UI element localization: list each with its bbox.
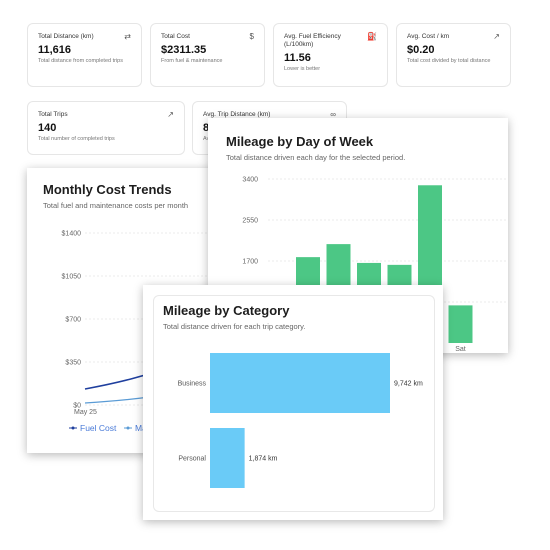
legend-item-maintenance[interactable]: Ma: [135, 423, 147, 433]
stat-card-total-distance: Total Distance (km) 11,616 Total distanc…: [27, 23, 142, 87]
swap-arrows-icon: ⇄: [124, 32, 131, 41]
y-tick-label: $0: [73, 403, 81, 410]
stat-subtext: From fuel & maintenance: [161, 58, 223, 64]
stat-value: 8: [203, 122, 210, 134]
stat-value: 140: [38, 122, 57, 134]
category-label: Business: [178, 381, 207, 388]
stat-value: 11,616: [38, 44, 72, 56]
stat-subtext: Av: [203, 136, 210, 142]
stat-subtext: Total number of completed trips: [38, 136, 115, 142]
stat-value: $0.20: [407, 44, 435, 56]
day-bar[interactable]: [448, 305, 473, 343]
panel-subtitle: Total distance driven each day for the s…: [226, 153, 406, 162]
stat-card-total-cost: Total Cost $2311.35 From fuel & maintena…: [150, 23, 265, 87]
category-label: Personal: [178, 456, 206, 463]
trending-up-icon: ↗: [493, 32, 500, 41]
category-bar[interactable]: [210, 353, 390, 413]
y-tick-label: 2550: [242, 218, 258, 225]
stat-label: Avg. Fuel Efficiency (L/100km): [284, 33, 341, 48]
dollar-icon: $: [249, 32, 254, 41]
panel-title: Monthly Cost Trends: [43, 182, 172, 197]
stat-subtext: Total distance from completed trips: [38, 58, 123, 64]
panel-subtitle: Total fuel and maintenance costs per mon…: [43, 201, 189, 210]
route-icon: ∞: [330, 110, 336, 119]
stat-card-fuel-efficiency: Avg. Fuel Efficiency (L/100km) 11.56 Low…: [273, 23, 388, 87]
fuel-pump-icon: ⛽: [367, 32, 377, 41]
x-tick-label: Sat: [455, 346, 466, 353]
bar-value-label: 1,874 km: [249, 456, 278, 463]
bar-value-label: 9,742 km: [394, 381, 423, 388]
trending-up-icon: ↗: [167, 110, 174, 119]
y-tick-label: 3400: [242, 177, 258, 184]
stat-label: Total Cost: [161, 33, 190, 40]
panel-title: Mileage by Day of Week: [226, 134, 374, 149]
y-tick-label: $1050: [62, 274, 82, 281]
stat-subtext: Lower is better: [284, 66, 321, 72]
y-tick-label: $350: [65, 360, 81, 367]
legend-item-fuel-cost[interactable]: Fuel Cost: [80, 423, 117, 433]
stat-card-total-trips: Total Trips 140 Total number of complete…: [27, 101, 185, 155]
category-bar-chart: Business 9,742 km Personal 1,874 km: [178, 353, 423, 488]
stat-value: $2311.35: [161, 44, 207, 56]
panel-subtitle: Total distance driven for each trip cate…: [163, 322, 306, 331]
stat-label: Avg. Cost / km: [407, 33, 450, 40]
legend[interactable]: Fuel Cost Ma: [69, 423, 147, 433]
y-tick-label: $700: [65, 317, 81, 324]
stat-label: Avg. Trip Distance (km): [203, 111, 271, 118]
stat-value: 11.56: [284, 52, 311, 64]
panel-title: Mileage by Category: [163, 303, 290, 318]
category-mileage-panel: Mileage by Category Total distance drive…: [143, 285, 443, 520]
stat-label: Total Distance (km): [38, 33, 94, 40]
stat-subtext: Total cost divided by total distance: [407, 58, 491, 64]
stat-card-cost-per-km: Avg. Cost / km $0.20 Total cost divided …: [396, 23, 511, 87]
y-tick-label: 1700: [242, 259, 258, 266]
x-tick-label: May 25: [74, 409, 97, 416]
stat-label: Total Trips: [38, 111, 68, 118]
y-tick-label: $1400: [62, 231, 82, 238]
category-bar[interactable]: [210, 428, 245, 488]
